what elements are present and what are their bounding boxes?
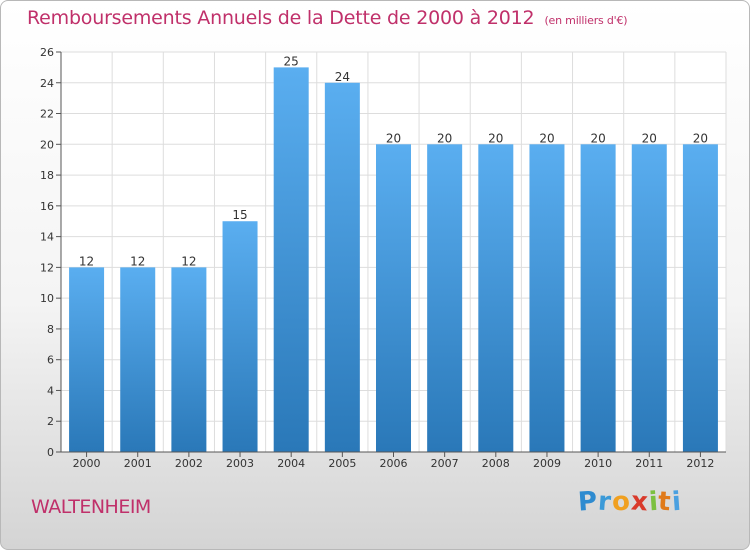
- value-label: 20: [539, 131, 554, 145]
- y-tick-label: 20: [40, 138, 54, 151]
- chart-subtitle: (en milliers d'€): [544, 14, 628, 27]
- value-label: 20: [488, 131, 503, 145]
- value-label: 20: [642, 131, 657, 145]
- y-tick-label: 18: [40, 169, 54, 182]
- bar-2003: [222, 221, 258, 452]
- value-label: 15: [232, 208, 247, 222]
- y-tick-label: 8: [47, 323, 54, 336]
- y-tick-label: 24: [40, 77, 54, 90]
- y-tick-label: 22: [40, 108, 54, 121]
- bar-2010: [580, 144, 616, 453]
- bar-2005: [324, 82, 360, 453]
- brand-letter: i: [670, 486, 683, 518]
- bar-2002: [171, 267, 207, 452]
- x-tick-label: 2010: [584, 457, 612, 470]
- x-tick-label: 2006: [380, 457, 408, 470]
- bars: 12 12 12 15 25 24 20 20 20 20 20 20 20: [69, 54, 718, 453]
- brand-letter: o: [610, 486, 632, 518]
- y-tick-label: 26: [40, 46, 54, 59]
- brand-letter: P: [576, 486, 600, 518]
- chart-title: Remboursements Annuels de la Dette de 20…: [27, 7, 628, 29]
- value-label: 12: [130, 254, 145, 268]
- x-tick-label: 2000: [73, 457, 101, 470]
- y-tick-label: 14: [40, 231, 54, 244]
- x-tick-label: 2005: [328, 457, 356, 470]
- y-tick-label: 10: [40, 292, 54, 305]
- bar-2004: [273, 67, 309, 452]
- y-tick-label: 6: [47, 354, 54, 367]
- x-tick-label: 2008: [482, 457, 510, 470]
- x-tick-label: 2012: [686, 457, 714, 470]
- brand-letter: x: [629, 486, 650, 518]
- bar-2001: [120, 267, 156, 452]
- x-tick-label: 2001: [124, 457, 152, 470]
- x-tick-label: 2003: [226, 457, 254, 470]
- x-tick-label: 2002: [175, 457, 203, 470]
- value-label: 20: [693, 131, 708, 145]
- value-label: 20: [386, 131, 401, 145]
- value-label: 12: [181, 254, 196, 268]
- value-label: 20: [437, 131, 452, 145]
- bar-2000: [69, 267, 105, 452]
- bar-2012: [682, 144, 718, 453]
- x-tick-label: 2004: [277, 457, 305, 470]
- x-tick-label: 2011: [635, 457, 663, 470]
- value-label: 25: [284, 54, 299, 68]
- value-label: 24: [335, 70, 350, 84]
- commune-name: WALTENHEIM: [31, 496, 151, 518]
- x-tick-label: 2009: [533, 457, 561, 470]
- x-tick-label: 2007: [431, 457, 459, 470]
- value-label: 20: [590, 131, 605, 145]
- y-tick-label: 12: [40, 261, 54, 274]
- bar-2009: [529, 144, 565, 453]
- brand-logo: Proxiti: [576, 486, 683, 518]
- bar-2007: [427, 144, 463, 453]
- y-tick-label: 16: [40, 200, 54, 213]
- value-label: 12: [79, 254, 94, 268]
- bar-2011: [631, 144, 667, 453]
- y-tick-label: 0: [47, 446, 54, 459]
- bar-2006: [376, 144, 411, 453]
- y-tick-label: 2: [47, 415, 54, 428]
- bar-2008: [478, 144, 514, 453]
- y-tick-label: 4: [47, 384, 54, 397]
